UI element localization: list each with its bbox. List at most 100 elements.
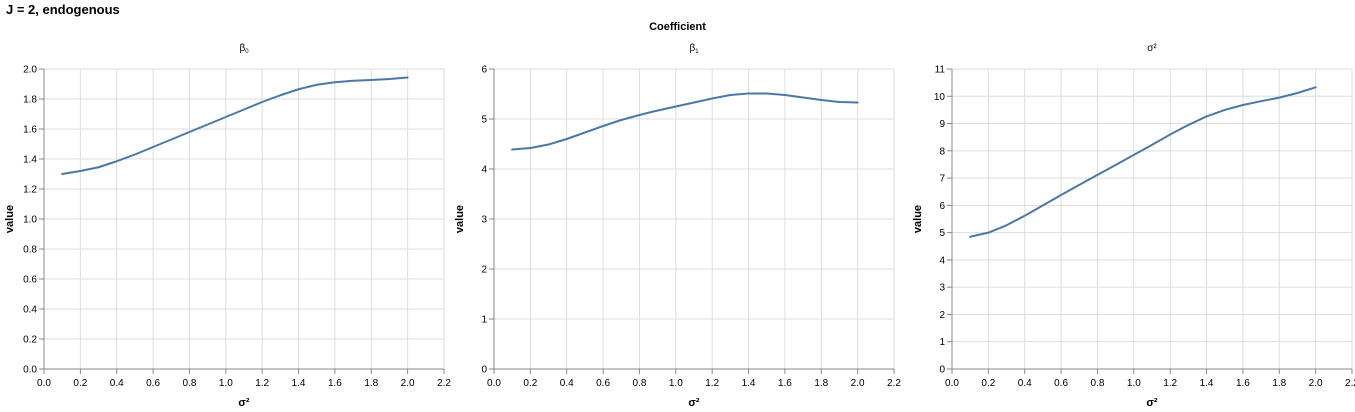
data-point (969, 236, 971, 238)
data-point (529, 147, 531, 149)
x-tick-label: 0.2 (73, 378, 87, 389)
data-point (334, 81, 336, 83)
y-tick-label: 1.8 (23, 95, 37, 106)
x-tick-label: 1.0 (669, 378, 683, 389)
data-point (748, 93, 750, 95)
y-tick-label: 0.4 (23, 305, 37, 316)
x-tick-label: 1.8 (364, 378, 378, 389)
data-point (638, 114, 640, 116)
data-point (566, 138, 568, 140)
x-tick-label: 1.0 (219, 378, 233, 389)
x-tick-label: 0.0 (487, 378, 501, 389)
series-line (511, 92, 859, 151)
y-tick-label: 0 (481, 365, 487, 376)
x-tick-label: 0.2 (523, 378, 537, 389)
data-point (820, 99, 822, 101)
x-tick-label: 1.4 (1200, 378, 1214, 389)
x-tick-label: 2.0 (401, 378, 415, 389)
data-point (1260, 100, 1262, 102)
x-tick-label: 2.0 (851, 378, 865, 389)
x-tick-label: 2.0 (1309, 378, 1323, 389)
data-point (316, 84, 318, 86)
y-tick-label: 9 (939, 119, 945, 130)
data-point (116, 160, 118, 162)
data-point (838, 101, 840, 103)
data-point (784, 94, 786, 96)
x-tick-label: 1.0 (1127, 378, 1141, 389)
y-tick-label: 7 (939, 174, 945, 185)
x-tick-label: 0.0 (945, 378, 959, 389)
facet-header: Coefficient (649, 21, 706, 33)
data-point (584, 132, 586, 134)
y-tick-label: 0.6 (23, 275, 37, 286)
y-tick-label: 3 (481, 215, 487, 226)
y-axis-title: value (4, 205, 16, 233)
x-tick-label: 2.2 (1345, 378, 1355, 389)
y-tick-label: 5 (481, 115, 487, 126)
data-point (61, 173, 63, 175)
y-tick-label: 0 (939, 365, 945, 376)
x-tick-label: 0.4 (560, 378, 574, 389)
data-point (1169, 133, 1171, 135)
x-axis-title: σ² (688, 397, 700, 409)
x-tick-label: 2.2 (437, 378, 451, 389)
x-tick-label: 0.8 (633, 378, 647, 389)
x-tick-label: 1.2 (705, 378, 719, 389)
data-point (602, 125, 604, 127)
data-point (1133, 154, 1135, 156)
data-point (693, 102, 695, 104)
data-point (1315, 86, 1317, 88)
data-point (188, 131, 190, 133)
x-tick-label: 0.4 (1018, 378, 1032, 389)
y-tick-label: 11 (935, 65, 946, 76)
data-point (1042, 204, 1044, 206)
x-tick-label: 1.4 (292, 378, 306, 389)
y-tick-label: 2.0 (23, 65, 37, 76)
facet-label: σ² (1147, 43, 1157, 54)
y-tick-label: 2 (939, 310, 945, 321)
data-point (407, 77, 409, 79)
y-tick-label: 1.0 (23, 215, 37, 226)
data-point (79, 170, 81, 172)
data-point (548, 144, 550, 146)
data-point (1206, 115, 1208, 117)
data-point (729, 94, 731, 96)
data-point (1115, 164, 1117, 166)
data-point (1224, 109, 1226, 111)
data-point (987, 232, 989, 234)
x-tick-label: 2.2 (887, 378, 901, 389)
x-tick-label: 0.2 (981, 378, 995, 389)
data-point (170, 139, 172, 141)
facet-label-subscript: 1 (695, 49, 699, 55)
x-axis-title: σ² (238, 397, 250, 409)
y-tick-label: 5 (939, 228, 945, 239)
data-point (352, 80, 354, 82)
data-point (388, 78, 390, 80)
data-point (857, 102, 859, 104)
y-axis-title: value (912, 205, 924, 233)
data-point (1242, 104, 1244, 106)
x-axis-title: σ² (1146, 397, 1158, 409)
y-tick-label: 3 (939, 283, 945, 294)
y-tick-label: 0.2 (23, 335, 37, 346)
facet-label: β0 (239, 43, 249, 55)
chart-title: J = 2, endogenous (6, 2, 120, 17)
data-point (243, 109, 245, 111)
data-point (152, 146, 154, 148)
x-tick-label: 0.6 (1054, 378, 1068, 389)
data-point (1060, 194, 1062, 196)
x-tick-label: 0.8 (1091, 378, 1105, 389)
x-tick-label: 0.0 (37, 378, 51, 389)
data-point (511, 149, 513, 151)
data-point (1278, 97, 1280, 99)
y-tick-label: 0.0 (23, 365, 37, 376)
y-tick-label: 1.6 (23, 125, 37, 136)
y-tick-label: 6 (481, 65, 487, 76)
x-tick-label: 1.6 (1236, 378, 1250, 389)
series-line (969, 86, 1317, 238)
data-point (370, 79, 372, 81)
y-tick-label: 1 (939, 337, 945, 348)
data-point (298, 88, 300, 90)
y-tick-label: 1.2 (23, 185, 37, 196)
